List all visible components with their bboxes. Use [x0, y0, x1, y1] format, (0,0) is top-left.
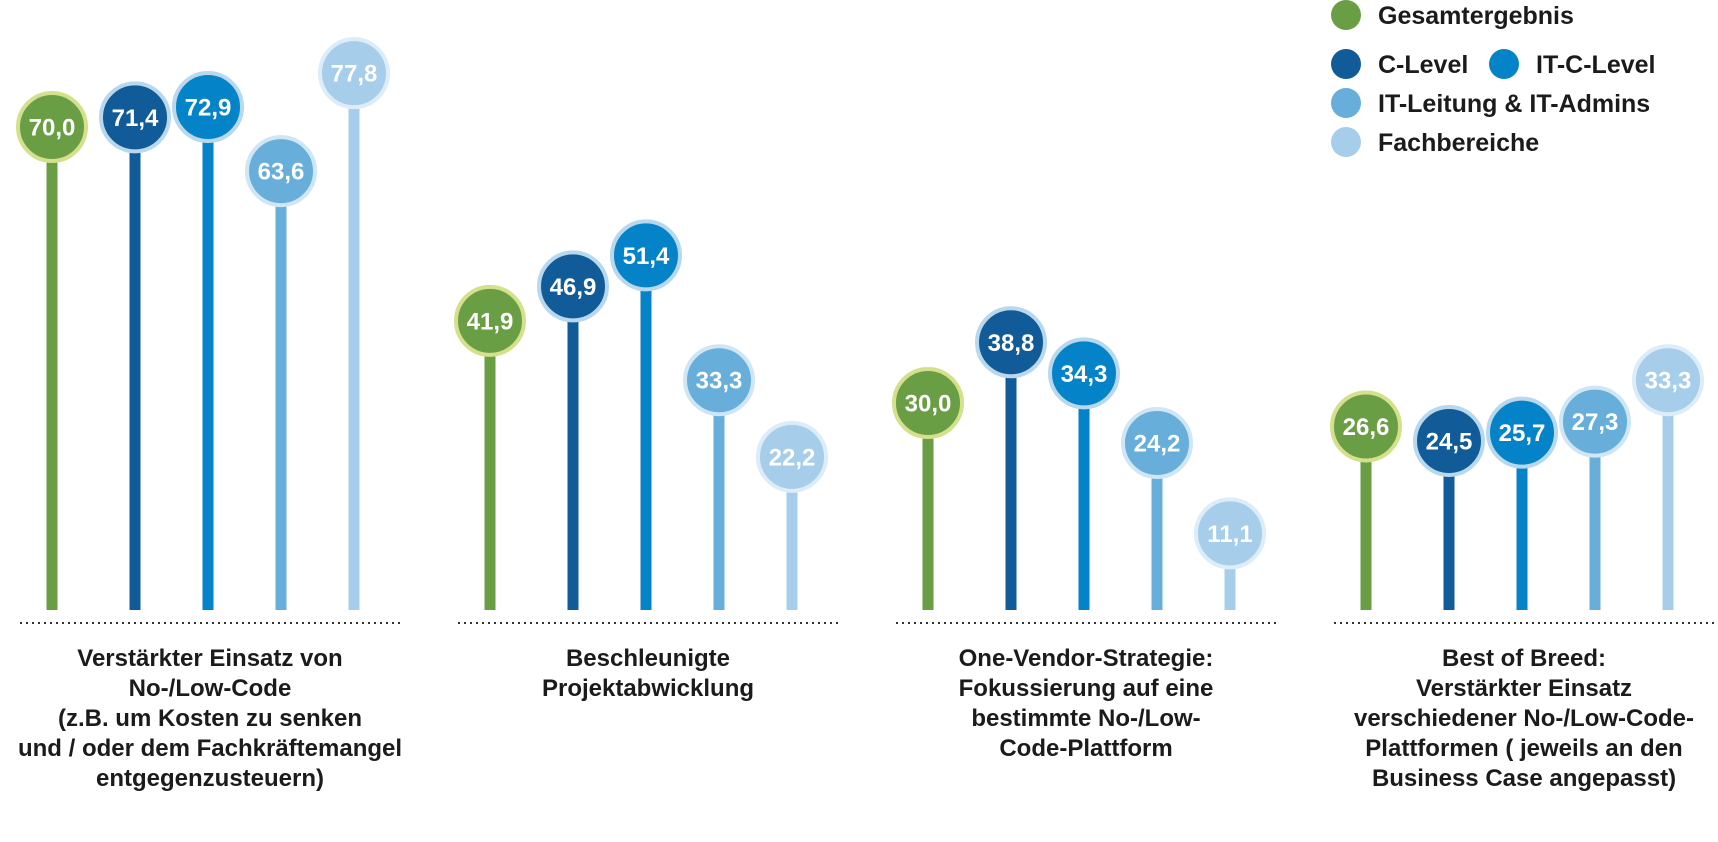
category-label-2-0: One-Vendor-Strategie: [959, 645, 1214, 672]
point-2-4 [1194, 497, 1266, 570]
category-label-2-2: bestimmte No-/Low- [971, 705, 1200, 732]
point-2-2 [1048, 337, 1120, 410]
category-label-3-1: Verstärkter Einsatz [1416, 675, 1632, 702]
value-label-1-3: 33,3 [696, 368, 743, 395]
category-label-0-3: und / oder dem Fachkräftemangel [18, 735, 402, 762]
point-1-3 [683, 344, 755, 417]
value-label-2-0: 30,0 [905, 391, 952, 418]
point-0-2 [172, 70, 244, 143]
legend-label-3: IT-Leitung & IT-Admins [1378, 90, 1650, 118]
value-label-0-4: 77,8 [331, 61, 378, 88]
legend-label-2: IT-C-Level [1536, 51, 1655, 79]
legend: Gesamtergebnis C-Level IT-C-Level IT-Leitun… [1331, 0, 1655, 157]
legend-marker-4 [1331, 127, 1361, 157]
point-1-2 [610, 219, 682, 292]
value-label-0-1: 71,4 [112, 105, 159, 132]
value-label-0-0: 70,0 [29, 115, 76, 142]
category-label-3-4: Business Case angepasst) [1372, 765, 1676, 792]
point-0-4 [318, 37, 390, 110]
category-label-0-1: No-/Low-Code [129, 675, 292, 702]
point-0-3 [245, 135, 317, 208]
value-label-0-3: 63,6 [258, 159, 305, 186]
category-label-1-1: Projektabwicklung [542, 675, 754, 702]
value-label-3-3: 27,3 [1572, 409, 1619, 436]
category-label-2-1: Fokussierung auf eine [959, 675, 1214, 702]
value-label-1-4: 22,2 [769, 444, 816, 471]
category-labels: Verstärkter Einsatz von No-/Low-Code (z.B.… [18, 645, 1694, 792]
value-label-3-4: 33,3 [1645, 368, 1692, 395]
data-points: 70,0 71,4 72,9 63,6 77,8 41,9 46,9 51,4 33,3 22,2… [16, 37, 1704, 570]
value-label-1-2: 51,4 [623, 243, 670, 270]
value-label-2-2: 34,3 [1061, 361, 1108, 388]
category-label-0-2: (z.B. um Kosten zu senken [58, 705, 362, 732]
point-1-0 [454, 284, 526, 357]
category-label-3-0: Best of Breed: [1442, 645, 1606, 672]
value-label-3-1: 24,5 [1426, 428, 1473, 455]
point-2-3 [1121, 407, 1193, 480]
category-label-3-3: Plattformen ( jeweils an den [1365, 735, 1682, 762]
category-label-1-0: Beschleunigte [566, 645, 730, 672]
legend-marker-3 [1331, 88, 1361, 118]
value-label-0-2: 72,9 [185, 94, 232, 121]
point-0-1 [99, 81, 171, 154]
value-label-3-2: 25,7 [1499, 420, 1546, 447]
legend-marker-0 [1331, 0, 1361, 30]
value-label-1-0: 41,9 [467, 308, 514, 335]
point-2-0 [892, 367, 964, 439]
point-3-2 [1486, 396, 1558, 469]
legend-label-1: C-Level [1378, 51, 1468, 79]
legend-label-0: Gesamtergebnis [1378, 2, 1574, 30]
point-2-1 [975, 306, 1047, 379]
category-label-0-4: entgegenzusteuern) [96, 765, 324, 792]
legend-marker-1 [1331, 49, 1361, 79]
point-3-1 [1413, 404, 1485, 477]
category-label-2-3: Code-Plattform [999, 735, 1172, 762]
point-3-0 [1330, 390, 1402, 463]
legend-label-4: Fachbereiche [1378, 129, 1539, 157]
value-label-2-4: 11,1 [1207, 521, 1252, 548]
value-label-2-1: 38,8 [988, 330, 1035, 357]
category-label-0-0: Verstärkter Einsatz von [77, 645, 342, 672]
point-3-4 [1632, 344, 1704, 417]
point-0-0 [16, 91, 88, 163]
value-label-2-3: 24,2 [1134, 431, 1181, 458]
point-1-4 [756, 420, 828, 493]
legend-marker-2 [1489, 49, 1519, 79]
category-label-3-2: verschiedener No-/Low-Code- [1354, 705, 1694, 732]
point-3-3 [1559, 385, 1631, 458]
point-1-1 [537, 250, 609, 323]
value-label-1-1: 46,9 [550, 274, 597, 301]
value-label-3-0: 26,6 [1343, 414, 1390, 441]
